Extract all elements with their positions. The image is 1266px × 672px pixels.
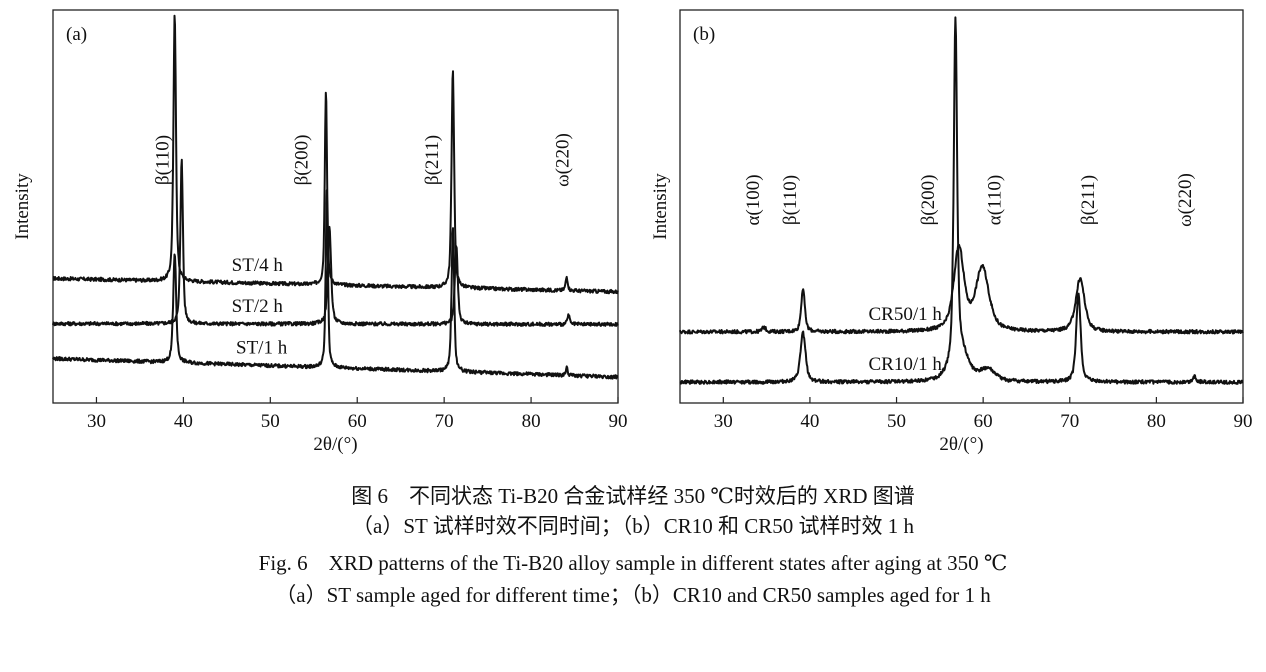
- series-label: CR10/1 h: [869, 354, 943, 375]
- caption-zh-subtitle: （a）ST 试样时效不同时间；（b）CR10 和 CR50 试样时效 1 h: [352, 514, 914, 538]
- peak-label: β(200): [292, 135, 313, 186]
- caption-en-title: Fig. 6 XRD patterns of the Ti-B20 alloy …: [259, 551, 1008, 575]
- peak-label: β(211): [422, 135, 443, 185]
- panel-label: (b): [693, 24, 715, 45]
- peak-label: ω(220): [553, 133, 574, 187]
- series-line-cr50-1-h: [679, 243, 1244, 335]
- panel-a: 30 40 50 60 70 80 90 (a) 2θ/(°) Intensity β(110) β(…: [12, 9, 628, 455]
- x-tick-label: 70: [1060, 411, 1079, 432]
- series-line-cr10-1-h: [679, 16, 1244, 385]
- series-label: CR50/1 h: [869, 304, 943, 325]
- series-label: ST/4 h: [232, 255, 284, 276]
- caption-en-subtitle: （a）ST sample aged for different time；（b）…: [275, 583, 991, 607]
- x-tick-label: 60: [348, 411, 367, 432]
- plot-frame: [679, 9, 1244, 404]
- x-axis-label: 2θ/(°): [313, 434, 357, 455]
- x-tick-label: 70: [435, 411, 454, 432]
- x-tick-label: 80: [1147, 411, 1166, 432]
- series-line-st-1-h: [52, 189, 619, 380]
- y-axis-label: Intensity: [650, 173, 671, 240]
- x-tick-label: 60: [974, 411, 993, 432]
- x-tick-label: 30: [714, 411, 733, 432]
- peak-label: ω(220): [1175, 173, 1196, 227]
- series-label: ST/2 h: [232, 296, 284, 317]
- peak-label: β(211): [1078, 175, 1099, 225]
- x-tick-label: 50: [261, 411, 280, 432]
- x-tick-label: 40: [174, 411, 193, 432]
- caption-zh-title: 图 6 不同状态 Ti-B20 合金试样经 350 ℃时效后的 XRD 图谱: [351, 484, 915, 508]
- y-axis-label: Intensity: [12, 173, 33, 240]
- peak-label: α(100): [743, 174, 764, 225]
- x-axis-label: 2θ/(°): [939, 434, 983, 455]
- panel-label: (a): [66, 24, 87, 45]
- x-tick-label: 30: [87, 411, 106, 432]
- x-tick-label: 90: [1234, 411, 1253, 432]
- plot-frame: [52, 9, 619, 404]
- x-tick-label: 50: [887, 411, 906, 432]
- x-tick-label: 40: [800, 411, 819, 432]
- series-line-st-4-h: [52, 14, 619, 295]
- peak-label: β(200): [918, 175, 939, 226]
- peak-label: β(110): [153, 135, 174, 185]
- series-line-st-2-h: [52, 158, 619, 327]
- x-tick-label: 80: [522, 411, 541, 432]
- series-label: ST/1 h: [236, 337, 288, 358]
- x-tick-label: 90: [609, 411, 628, 432]
- peak-label: α(110): [985, 175, 1006, 225]
- panel-b: 30 40 50 60 70 80 90 (b) 2θ/(°) Intensity α(100) β(…: [650, 9, 1253, 455]
- peak-label: β(110): [780, 175, 801, 225]
